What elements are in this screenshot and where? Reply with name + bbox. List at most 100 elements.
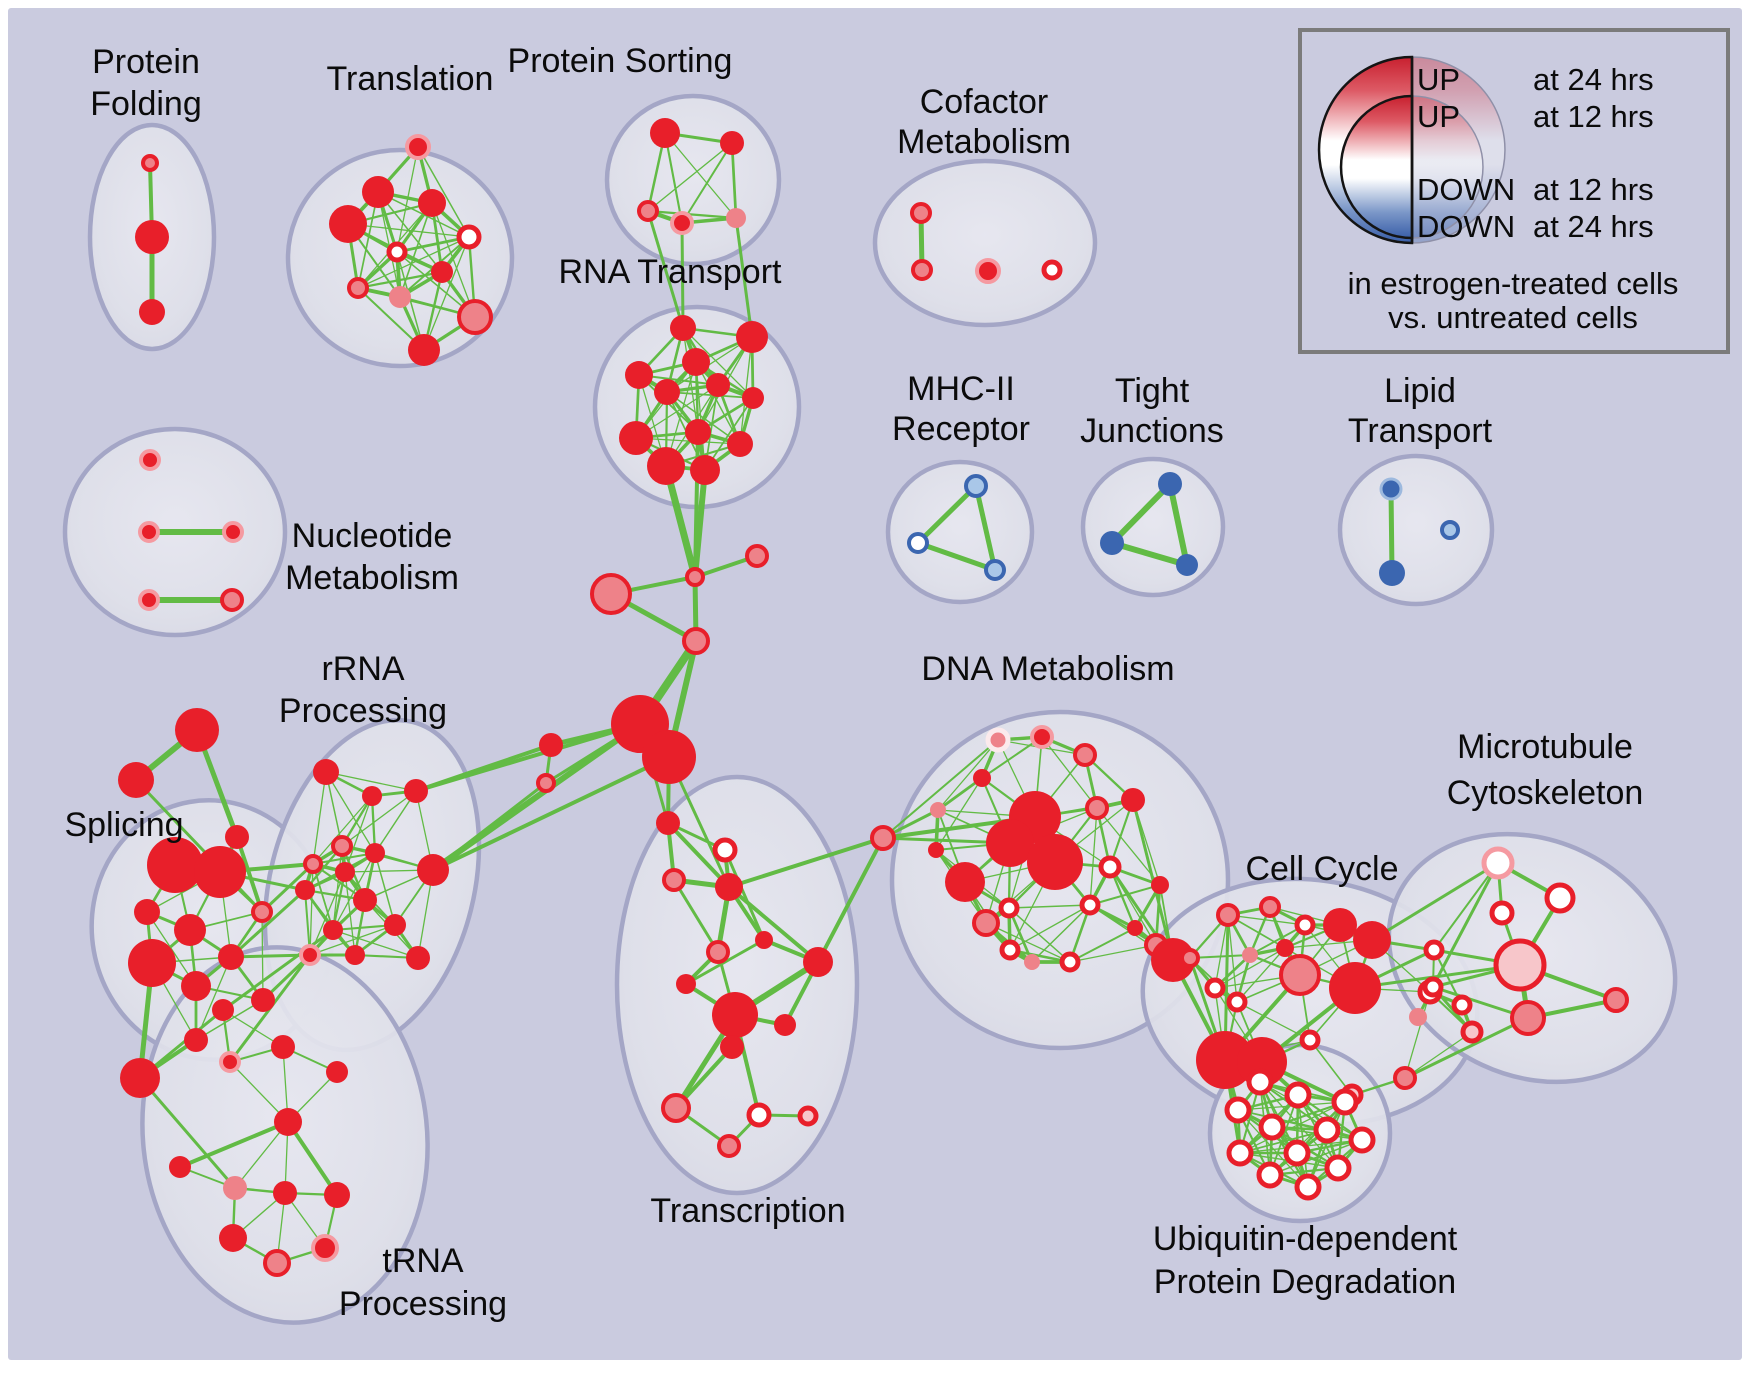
network-edge (1370, 861, 1500, 942)
network-node (335, 862, 355, 882)
network-node (1226, 991, 1248, 1013)
network-node (138, 589, 160, 611)
network-node (774, 1014, 796, 1036)
cluster-label-ub: Protein Degradation (1154, 1263, 1456, 1301)
cluster-label-cf: Metabolism (897, 123, 1071, 161)
network-node (263, 1249, 291, 1277)
legend-direction-label: DOWN (1417, 209, 1515, 244)
network-node (408, 334, 440, 366)
network-node (1510, 1000, 1546, 1036)
network-node (1294, 914, 1316, 936)
network-node (362, 786, 382, 806)
network-node (1279, 954, 1321, 996)
network-edge (1069, 927, 1136, 963)
network-node (650, 118, 680, 148)
network-edge (1031, 904, 1091, 963)
network-edge (260, 862, 315, 914)
network-edge (882, 739, 999, 839)
network-nodes (118, 118, 1629, 1277)
network-edge (1404, 1031, 1473, 1079)
network-node (405, 134, 431, 160)
network-node (251, 988, 275, 1012)
cluster-label-tj: Junctions (1080, 412, 1224, 450)
network-edge (1237, 1109, 1309, 1188)
cluster-labels: Protein Folding Translation Protein Sorting… (64, 42, 1643, 1323)
network-node (418, 189, 446, 217)
network-edge (1428, 861, 1500, 994)
network-node (964, 474, 988, 498)
network-node (736, 321, 768, 353)
network-node (271, 1035, 295, 1059)
network-node (219, 1224, 247, 1252)
network-node (1329, 962, 1381, 1014)
network-node (120, 1058, 160, 1098)
network-node (1422, 976, 1444, 998)
network-node (1283, 1139, 1311, 1167)
network-node (303, 854, 323, 874)
network-node (746, 1102, 772, 1128)
network-node (1100, 531, 1124, 555)
network-edge (816, 836, 885, 964)
network-node (273, 1181, 297, 1205)
network-node (220, 588, 244, 612)
network-node (1284, 1081, 1312, 1109)
network-node (685, 567, 705, 587)
network-edge (332, 852, 376, 931)
network-node (1440, 520, 1460, 540)
network-edge (374, 790, 417, 854)
network-node (712, 992, 758, 1038)
network-node (223, 1176, 247, 1200)
cluster-label-lp: Transport (1348, 412, 1493, 450)
network-edge (417, 146, 470, 238)
network-node (1409, 1008, 1427, 1026)
network-edge (1089, 884, 1161, 906)
network-node (1204, 977, 1226, 999)
cluster-label-rt: RNA Transport (559, 253, 783, 291)
network-edge (730, 141, 738, 220)
network-node (999, 939, 1021, 961)
network-node (139, 299, 165, 325)
network-node (670, 315, 696, 341)
network-edge (647, 142, 733, 212)
network-edge (1069, 944, 1157, 963)
network-node (907, 532, 929, 554)
network-edge (1214, 914, 1229, 989)
network-edge (325, 771, 417, 792)
network-node (637, 200, 659, 222)
network-node (985, 727, 1011, 753)
network-edge (431, 781, 548, 872)
cluster-bubble-mhc (885, 459, 1035, 605)
network-node (406, 946, 430, 970)
network-edge (1307, 1101, 1346, 1188)
network-node (431, 261, 453, 283)
network-node (972, 909, 1000, 937)
network-node (1024, 954, 1040, 970)
cluster-label-tr: Translation (327, 60, 494, 98)
network-node (1393, 1066, 1417, 1090)
network-node (194, 846, 246, 898)
network-node (1085, 796, 1109, 820)
network-node (720, 1035, 744, 1059)
network-node (1079, 894, 1101, 916)
network-edge (915, 483, 979, 546)
network-node (717, 1134, 741, 1158)
network-node (225, 825, 249, 849)
network-node (682, 627, 710, 655)
cluster-label-mhc: MHC-II (907, 370, 1015, 408)
network-edge (1239, 1129, 1328, 1154)
network-node (973, 769, 991, 787)
network-edge (430, 721, 643, 873)
network-node (1151, 876, 1169, 894)
network-node (682, 348, 710, 376)
cluster-label-ub: Ubiquitin-dependent (1153, 1220, 1458, 1258)
network-node (998, 897, 1020, 919)
network-edge (1189, 954, 1251, 959)
network-node (685, 419, 711, 445)
network-edge (693, 430, 700, 579)
cluster-label-dna: DNA Metabolism (921, 650, 1174, 688)
network-node (1196, 1031, 1254, 1089)
network-node (690, 455, 720, 485)
cluster-bubble-tj (1080, 456, 1226, 598)
network-edge (646, 209, 685, 330)
cluster-label-lp: Lipid (1384, 372, 1456, 410)
